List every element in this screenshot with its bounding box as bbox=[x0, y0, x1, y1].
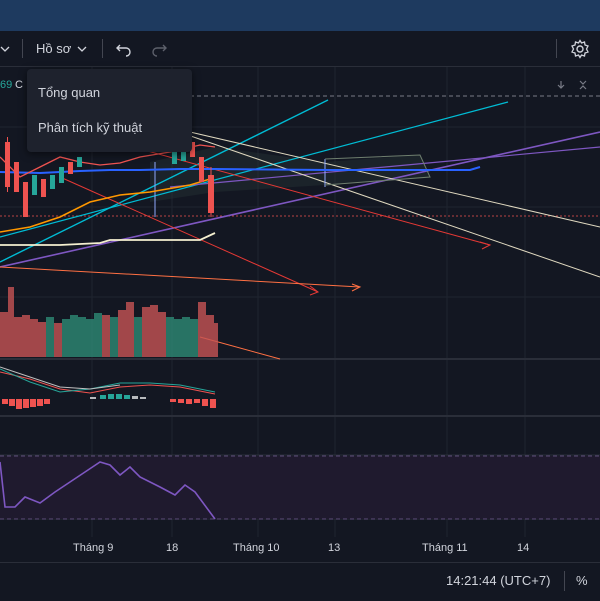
collapse-icon[interactable] bbox=[574, 76, 592, 94]
time-axis-label: Tháng 10 bbox=[233, 542, 279, 554]
chevron-down-icon bbox=[77, 46, 87, 52]
ma-orange-line bbox=[0, 178, 211, 233]
toolbar-divider bbox=[556, 39, 557, 58]
ma-blue-line bbox=[0, 166, 481, 175]
trend-line-cyan bbox=[0, 99, 329, 263]
undo-icon bbox=[116, 44, 131, 57]
status-divider bbox=[564, 571, 565, 591]
time-axis-label: Tháng 11 bbox=[422, 542, 468, 554]
menu-item-overview[interactable]: Tổng quan bbox=[38, 85, 101, 100]
rsi-band bbox=[0, 456, 600, 519]
time-axis-label: Tháng 9 bbox=[73, 542, 113, 554]
legend-letter: C bbox=[15, 79, 23, 91]
profile-dropdown-label: Hồ sơ bbox=[36, 41, 72, 56]
macd-pane bbox=[0, 366, 216, 409]
ma-white-line bbox=[0, 232, 216, 246]
redo-button[interactable] bbox=[150, 31, 168, 66]
trend-line-purple bbox=[169, 146, 600, 188]
trend-line-beige bbox=[149, 121, 600, 278]
pattern-shading bbox=[150, 147, 430, 202]
gear-icon bbox=[571, 38, 589, 59]
app-header-bar bbox=[0, 0, 600, 32]
menu-item-technical-analysis[interactable]: Phân tích kỹ thuật bbox=[38, 120, 143, 135]
clock-display[interactable]: 14:21:44 (UTC+7) bbox=[446, 573, 551, 588]
legend-value: 69 bbox=[0, 79, 12, 91]
toolbar-divider bbox=[22, 39, 23, 58]
trend-line-red bbox=[59, 176, 319, 293]
arrow-down-icon[interactable] bbox=[552, 76, 570, 94]
profile-dropdown-button[interactable]: Hồ sơ bbox=[36, 31, 87, 66]
chart-canvas[interactable]: Tháng 9 18 Tháng 10 13 Tháng 11 14 69 C bbox=[0, 67, 600, 562]
toolbar-divider bbox=[102, 39, 103, 58]
profile-dropdown-menu: Tổng quan Phân tích kỹ thuật bbox=[27, 69, 192, 152]
trend-line-purple bbox=[0, 131, 600, 268]
chart-toolbar: Hồ sơ bbox=[0, 31, 600, 67]
trend-line-orange bbox=[0, 266, 361, 288]
time-axis-label: 18 bbox=[166, 542, 178, 554]
time-axis: Tháng 9 18 Tháng 10 13 Tháng 11 14 bbox=[73, 542, 529, 554]
time-axis-label: 13 bbox=[328, 542, 340, 554]
settings-button[interactable] bbox=[570, 31, 590, 66]
volume-bars bbox=[0, 287, 218, 357]
redo-icon bbox=[152, 44, 167, 57]
undo-button[interactable] bbox=[115, 31, 133, 66]
time-axis-label: 14 bbox=[517, 542, 529, 554]
candlesticks bbox=[5, 137, 214, 217]
percent-toggle-button[interactable]: % bbox=[576, 573, 588, 588]
status-bar: 14:21:44 (UTC+7) % bbox=[0, 562, 600, 601]
chevron-down-icon[interactable] bbox=[0, 31, 12, 66]
rsi-line bbox=[0, 461, 216, 520]
